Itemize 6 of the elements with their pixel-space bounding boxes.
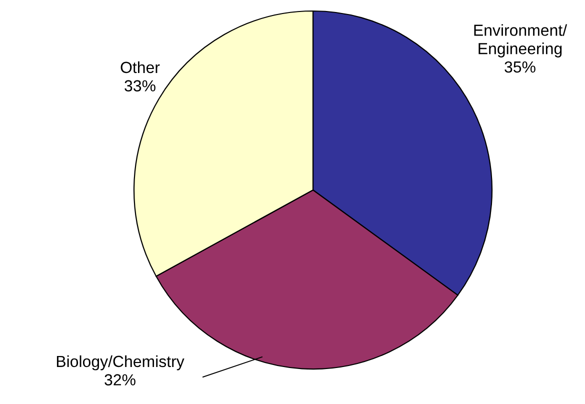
data-label: 32% — [104, 374, 136, 386]
slice-label: Environment/ Engineering — [474, 24, 568, 58]
slice-label: Other — [120, 61, 160, 74]
legend-label: Biology/Chemistry — [56, 355, 184, 370]
data-label: 33% — [124, 80, 156, 92]
data-label: 35% — [504, 61, 536, 73]
